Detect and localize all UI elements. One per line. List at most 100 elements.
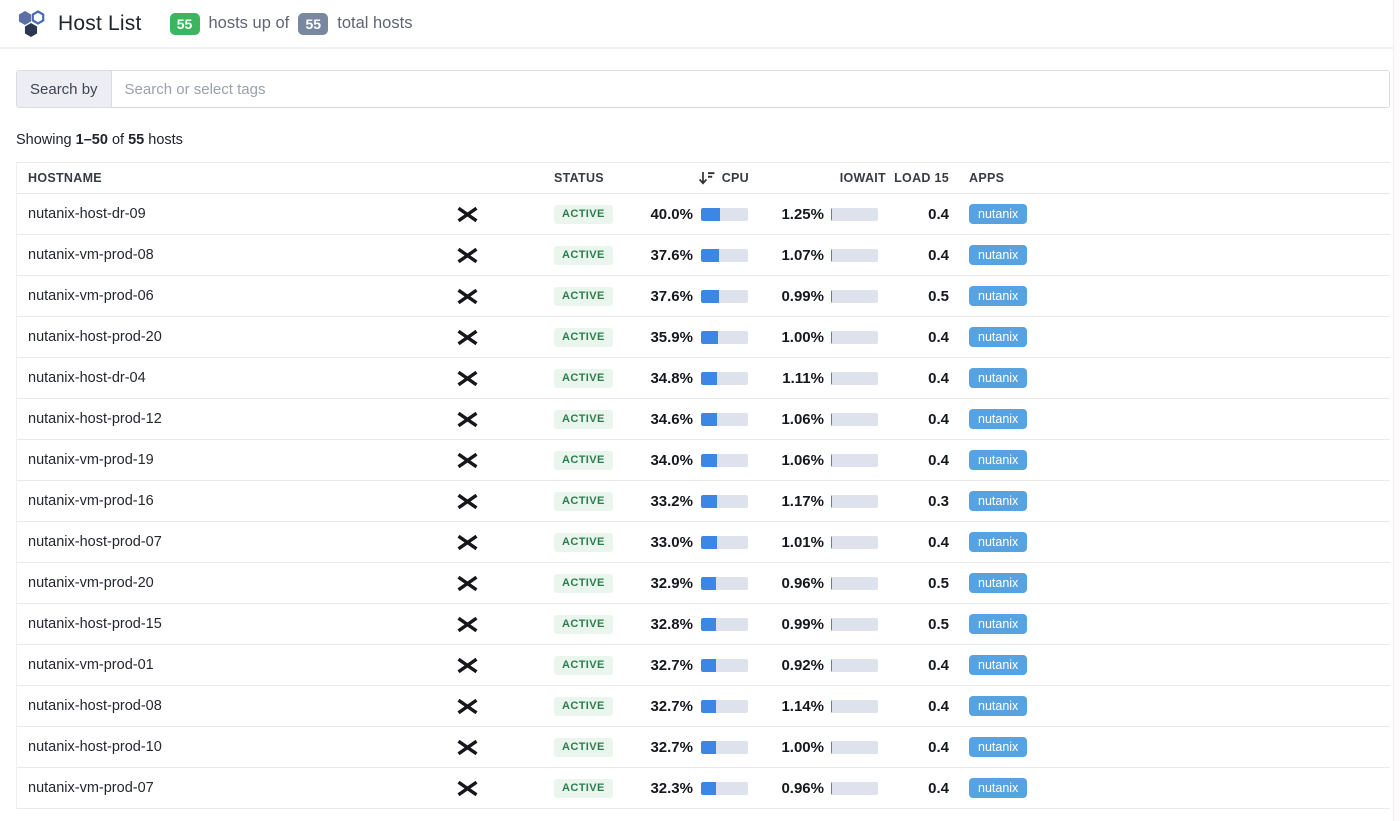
table-row[interactable]: nutanix-host-prod-12 ACTIVE 34.6% 1.06% … [17,399,1390,440]
nutanix-host-icon [457,780,477,796]
app-badge[interactable]: nutanix [969,777,1028,799]
hostname[interactable]: nutanix-vm-prod-20 [28,575,154,591]
table-row[interactable]: nutanix-host-prod-15 ACTIVE 32.8% 0.99% … [17,604,1390,645]
cpu-value: 34.8% [650,369,693,387]
status-badge: ACTIVE [554,328,613,347]
nutanix-host-icon [457,288,477,304]
iowait-bar-fill [831,248,832,262]
cpu-bar-fill [701,248,719,262]
total-hosts-badge: 55 [298,12,329,35]
cpu-bar [701,412,748,426]
cpu-bar-fill [701,658,717,672]
hostname[interactable]: nutanix-vm-prod-16 [28,493,154,509]
hostname[interactable]: nutanix-vm-prod-06 [28,288,154,304]
status-badge: ACTIVE [554,369,613,388]
hostname[interactable]: nutanix-vm-prod-08 [28,247,154,263]
column-header-iowait[interactable]: IOWAIT [839,171,886,185]
iowait-value: 0.96% [781,779,824,797]
app-badge[interactable]: nutanix [969,654,1028,676]
column-header-hostname[interactable]: HOSTNAME [28,171,102,185]
iowait-bar [831,740,878,754]
app-badge[interactable]: nutanix [969,736,1028,758]
cpu-value: 34.0% [650,451,693,469]
nutanix-host-icon [457,657,477,673]
table-row[interactable]: nutanix-vm-prod-19 ACTIVE 34.0% 1.06% 0.… [17,440,1390,481]
hostname[interactable]: nutanix-host-dr-04 [28,370,146,386]
table-row[interactable]: nutanix-host-prod-07 ACTIVE 33.0% 1.01% … [17,522,1390,563]
table-row[interactable]: nutanix-vm-prod-07 ACTIVE 32.3% 0.96% 0.… [17,768,1390,809]
app-badge[interactable]: nutanix [969,613,1028,635]
table-row[interactable]: nutanix-vm-prod-20 ACTIVE 32.9% 0.96% 0.… [17,563,1390,604]
summary-suffix: hosts [148,132,183,148]
hostname[interactable]: nutanix-host-dr-09 [28,206,146,222]
hostname[interactable]: nutanix-host-prod-10 [28,739,162,755]
load15-value: 0.4 [928,328,949,346]
app-badge[interactable]: nutanix [969,408,1028,430]
iowait-bar [831,699,878,713]
iowait-value: 1.11% [782,369,824,387]
cpu-bar [701,781,748,795]
hostname[interactable]: nutanix-host-prod-20 [28,329,162,345]
cpu-bar [701,535,748,549]
app-badge[interactable]: nutanix [969,326,1028,348]
cpu-bar-fill [701,330,718,344]
table-row[interactable]: nutanix-vm-prod-06 ACTIVE 37.6% 0.99% 0.… [17,276,1390,317]
cpu-bar [701,699,748,713]
table-row[interactable]: nutanix-host-prod-08 ACTIVE 32.7% 1.14% … [17,686,1390,727]
column-header-status[interactable]: STATUS [554,171,604,185]
status-badge: ACTIVE [554,410,613,429]
load15-value: 0.4 [928,533,949,551]
status-badge: ACTIVE [554,492,613,511]
cpu-bar [701,576,748,590]
cpu-value: 37.6% [650,287,693,305]
table-row[interactable]: nutanix-vm-prod-16 ACTIVE 33.2% 1.17% 0.… [17,481,1390,522]
cpu-bar [701,494,748,508]
iowait-bar [831,330,878,344]
table-row[interactable]: nutanix-host-prod-10 ACTIVE 32.7% 1.00% … [17,727,1390,768]
app-badge[interactable]: nutanix [969,367,1028,389]
nutanix-host-icon [457,698,477,714]
app-badge[interactable]: nutanix [969,244,1028,266]
column-header-cpu[interactable]: CPU [617,170,756,186]
load15-value: 0.5 [928,287,949,305]
hostname[interactable]: nutanix-vm-prod-01 [28,657,154,673]
table-row[interactable]: nutanix-vm-prod-08 ACTIVE 37.6% 1.07% 0.… [17,235,1390,276]
hostname[interactable]: nutanix-host-prod-07 [28,534,162,550]
table-row[interactable]: nutanix-host-dr-09 ACTIVE 40.0% 1.25% 0.… [17,194,1390,235]
hostname[interactable]: nutanix-host-prod-12 [28,411,162,427]
cpu-bar-fill [701,740,717,754]
nutanix-host-icon [457,411,477,427]
status-badge: ACTIVE [554,615,613,634]
app-badge[interactable]: nutanix [969,572,1028,594]
search-by-label: Search by [17,71,112,107]
table-row[interactable]: nutanix-host-dr-04 ACTIVE 34.8% 1.11% 0.… [17,358,1390,399]
hostname[interactable]: nutanix-host-prod-08 [28,698,162,714]
table-row[interactable]: nutanix-host-prod-20 ACTIVE 35.9% 1.00% … [17,317,1390,358]
app-badge[interactable]: nutanix [969,449,1028,471]
iowait-bar [831,453,878,467]
cpu-value: 32.7% [650,738,693,756]
hostname[interactable]: nutanix-vm-prod-19 [28,452,154,468]
hostname[interactable]: nutanix-host-prod-15 [28,616,162,632]
app-badge[interactable]: nutanix [969,490,1028,512]
column-header-load15[interactable]: LOAD 15 [894,171,949,185]
app-badge[interactable]: nutanix [969,695,1028,717]
status-badge: ACTIVE [554,533,613,552]
nutanix-host-icon [457,370,477,386]
nutanix-host-icon [457,452,477,468]
app-badge[interactable]: nutanix [969,531,1028,553]
iowait-bar [831,248,878,262]
cpu-bar-fill [701,371,718,385]
search-input[interactable] [111,71,1389,107]
cpu-bar-fill [701,289,719,303]
hostname[interactable]: nutanix-vm-prod-07 [28,780,154,796]
cpu-bar-fill [701,207,720,221]
column-header-apps[interactable]: APPS [969,171,1005,185]
total-hosts-label: total hosts [337,14,413,32]
iowait-bar [831,289,878,303]
app-badge[interactable]: nutanix [969,203,1028,225]
scrollbar-gutter[interactable] [1393,0,1400,821]
table-row[interactable]: nutanix-vm-prod-01 ACTIVE 32.7% 0.92% 0.… [17,645,1390,686]
load15-value: 0.4 [928,410,949,428]
app-badge[interactable]: nutanix [969,285,1028,307]
